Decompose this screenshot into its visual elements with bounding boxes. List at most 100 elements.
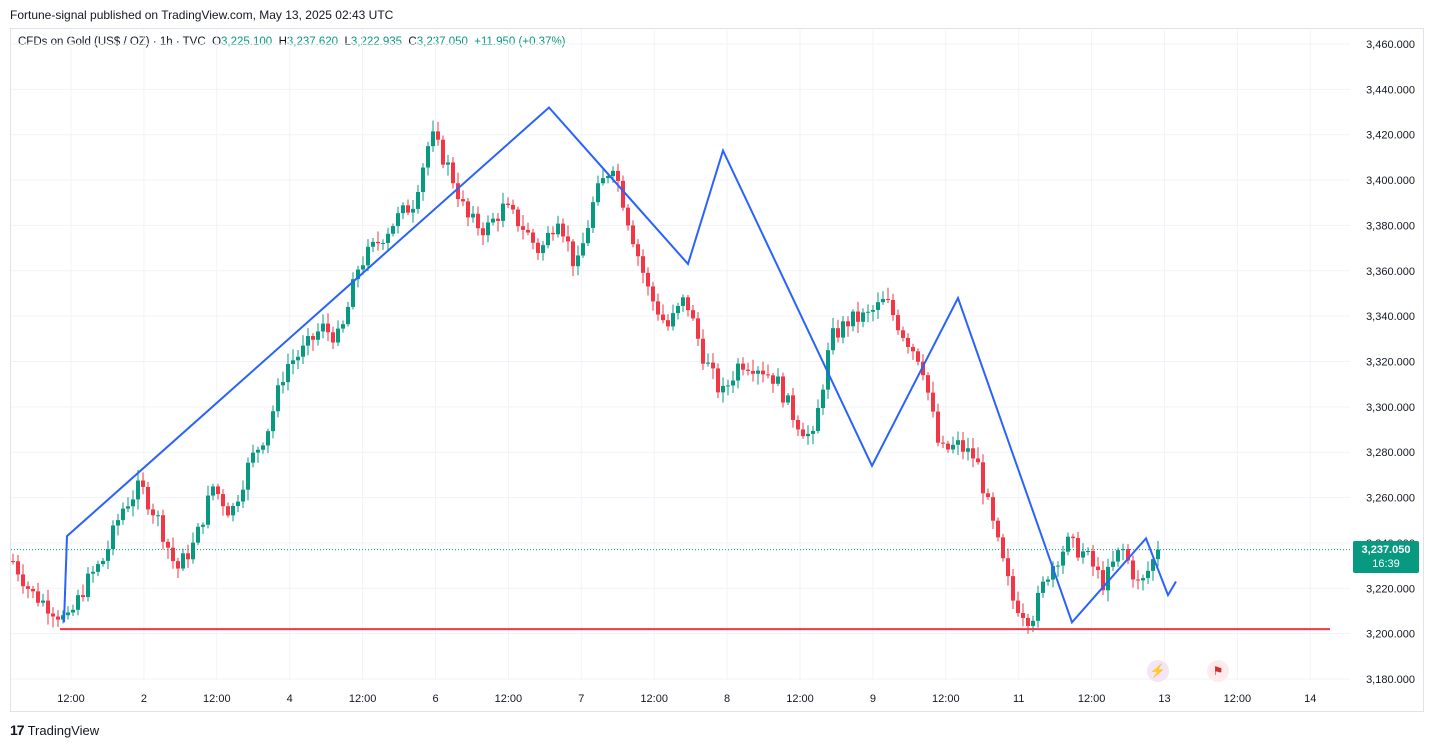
candle-body xyxy=(471,213,475,218)
candle-body xyxy=(461,199,465,202)
candle-body xyxy=(731,380,735,386)
candle-body xyxy=(1111,561,1115,567)
x-tick-label: 11 xyxy=(1013,693,1024,705)
candle-body xyxy=(681,297,685,306)
candle-body xyxy=(456,183,460,200)
candle-body xyxy=(206,495,210,525)
candle-body xyxy=(1041,581,1045,593)
candle-body xyxy=(871,309,875,312)
candle-body xyxy=(796,419,800,430)
candle-body xyxy=(741,363,745,370)
candle-body xyxy=(86,573,90,598)
candle-body xyxy=(46,600,50,614)
symbol-name[interactable]: CFDs on Gold (US$ / OZ) · 1h · TVC xyxy=(18,36,206,48)
lightning-icon[interactable]: ⚡ xyxy=(1147,660,1169,682)
candle-body xyxy=(441,139,445,165)
candle-body xyxy=(276,385,280,412)
candle-body xyxy=(351,279,355,307)
candle-body xyxy=(536,242,540,254)
candle-body xyxy=(626,207,630,226)
x-tick-label: 12:00 xyxy=(1224,693,1252,705)
candle-body xyxy=(601,178,605,184)
candle-body xyxy=(596,183,600,203)
candle-body xyxy=(416,191,420,209)
candle-body xyxy=(506,203,510,205)
candle-body xyxy=(916,351,920,362)
candle-body xyxy=(671,313,675,327)
candle-body xyxy=(261,445,265,450)
candle-body xyxy=(266,431,270,446)
candle-body xyxy=(961,440,965,452)
candle-body xyxy=(986,493,990,498)
candle-body xyxy=(51,613,55,617)
candle-body xyxy=(1146,570,1150,579)
candle-body xyxy=(371,241,375,247)
candle-body xyxy=(1036,592,1040,621)
candle-body xyxy=(156,515,160,517)
open-value: 3,225.100 xyxy=(221,36,273,48)
x-tick-label: 6 xyxy=(432,693,438,705)
candle-body xyxy=(246,462,250,490)
x-tick-label: 12:00 xyxy=(786,693,814,705)
candle-body xyxy=(571,241,575,267)
candle-body xyxy=(981,462,985,494)
candle-body xyxy=(951,444,955,450)
y-tick-label: 3,180.000 xyxy=(1366,674,1415,686)
candle-body xyxy=(431,131,435,147)
candle-body xyxy=(586,227,590,244)
candle-body xyxy=(406,205,410,213)
candle-body xyxy=(71,609,75,613)
candle-body xyxy=(21,574,25,587)
candle-body xyxy=(446,162,450,165)
candle-body xyxy=(991,497,995,521)
publisher-line: Fortune-signal published on TradingView.… xyxy=(10,8,394,22)
candle-body xyxy=(76,595,80,610)
candle-body xyxy=(501,203,505,221)
candle-body xyxy=(366,246,370,266)
candle-body xyxy=(136,480,140,500)
candle-body xyxy=(251,452,255,463)
x-tick-label: 14 xyxy=(1304,693,1316,705)
candle-body xyxy=(151,509,155,516)
candle-body xyxy=(581,243,585,256)
y-tick-label: 3,260.000 xyxy=(1366,493,1415,505)
candle-body xyxy=(946,443,950,450)
x-tick-label: 12:00 xyxy=(495,693,523,705)
candle-body xyxy=(111,525,115,550)
candle-body xyxy=(186,553,190,560)
candle-body xyxy=(421,167,425,192)
bar-countdown: 16:39 xyxy=(1372,558,1400,570)
candle-body xyxy=(301,345,305,357)
candle-body xyxy=(561,223,565,237)
y-tick-label: 3,200.000 xyxy=(1366,629,1415,641)
x-tick-label: 12:00 xyxy=(349,693,377,705)
candle-body xyxy=(476,213,480,229)
candle-body xyxy=(1096,566,1100,571)
high-label: H xyxy=(278,36,287,48)
footer-brand[interactable]: 17 TradingView xyxy=(10,722,99,738)
candle-body xyxy=(66,612,70,616)
candle-body xyxy=(1011,576,1015,601)
candle-body xyxy=(1116,550,1120,562)
candle-body xyxy=(1071,536,1075,539)
candle-body xyxy=(236,501,240,506)
candle-body xyxy=(1121,549,1125,551)
candle-body xyxy=(846,321,850,327)
candle-body xyxy=(641,256,645,273)
candle-body xyxy=(361,265,365,270)
candle-body xyxy=(1081,551,1085,558)
candle-body xyxy=(401,205,405,214)
candle-body xyxy=(621,180,625,208)
candle-body xyxy=(356,269,360,280)
candle-body xyxy=(141,480,145,487)
candle-body xyxy=(876,302,880,310)
y-tick-label: 3,220.000 xyxy=(1366,583,1415,595)
us-flag-icon[interactable]: ⚑ xyxy=(1207,660,1229,682)
candle-body xyxy=(776,376,780,384)
y-tick-label: 3,400.000 xyxy=(1366,175,1415,187)
candle-body xyxy=(556,223,560,235)
candle-body xyxy=(926,375,930,393)
candle-body xyxy=(516,209,520,227)
candle-body xyxy=(316,331,320,340)
